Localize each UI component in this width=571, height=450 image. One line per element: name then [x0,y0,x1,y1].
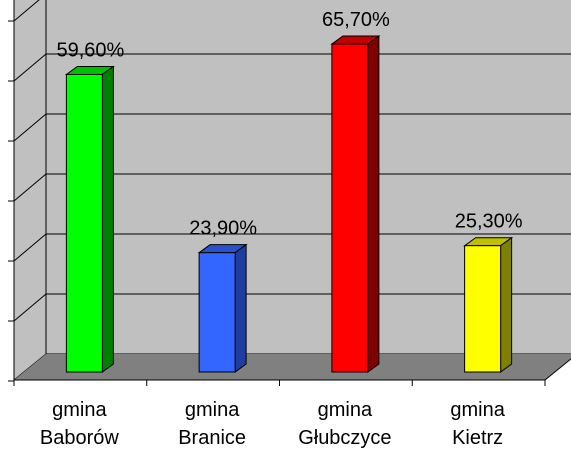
bar-side [101,65,114,373]
bar-front [331,43,369,373]
bar-side [500,236,513,373]
data-label: 65,70% [322,9,390,31]
x-tick-label: gmina Kietrz [450,399,505,449]
gridline [13,233,571,262]
side-wall [13,0,47,382]
gridline [13,0,40,22]
data-label: 23,90% [189,218,257,240]
bar [64,65,115,373]
axes [8,0,571,386]
bar-side [367,35,380,373]
bar [197,243,248,373]
x-tick-label-line: Kietrz [452,427,503,449]
bar-side [234,243,247,373]
gridline [13,53,571,82]
bar [330,35,381,373]
x-tick-label-line: Baborów [40,427,119,449]
bar-front [65,73,103,373]
x-tick-label-line: gmina [52,399,107,421]
x-tick-label-line: Głubczyce [298,427,391,449]
gridline [13,293,571,322]
x-tick-label: gmina Baborów [40,399,119,449]
gridline [13,173,571,202]
x-tick-label-line: Branice [178,427,246,449]
gridlines [13,0,571,322]
chart-walls [13,0,571,382]
gridline [13,113,571,142]
bar-front [198,252,236,373]
data-label: 59,60% [56,39,124,61]
x-tick-label: gmina Głubczyce [298,399,391,449]
data-labels: 59,60% 23,90% 65,70% 25,30% [56,9,522,240]
bars [64,35,514,373]
bar [463,236,514,373]
x-axis-depth [544,358,571,381]
data-label: 25,30% [455,211,523,233]
x-tick-label-line: gmina [185,399,240,421]
x-tick-label-line: gmina [318,399,373,421]
x-tick-label: gmina Branice [178,399,246,449]
floor [14,354,571,380]
x-tick-label-line: gmina [450,399,505,421]
bar-front [464,245,502,373]
